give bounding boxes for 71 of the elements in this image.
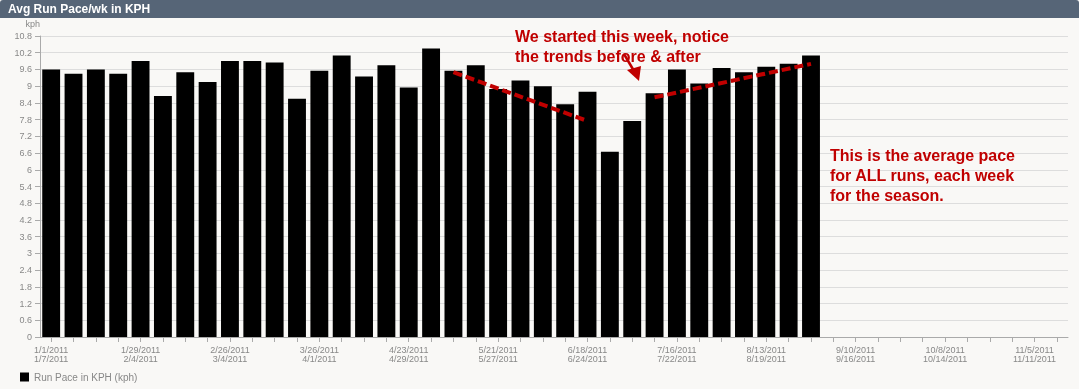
x-tick-label: 2/26/2011 3/4/2011: [210, 344, 250, 364]
y-tick-label: 0.6: [19, 315, 32, 326]
chart-title: Avg Run Pace/wk in KPH: [0, 0, 1079, 18]
y-tick-label: 1.2: [19, 298, 32, 309]
y-axis-title: kph: [25, 18, 40, 29]
bar: [399, 87, 418, 337]
bar: [779, 63, 798, 337]
bar: [131, 61, 150, 337]
bar: [578, 91, 597, 337]
x-tick-label: 6/18/2011 6/24/2011: [567, 344, 608, 364]
x-tick-label: 4/23/2011 4/29/2011: [389, 344, 429, 364]
bar: [265, 62, 284, 337]
bar: [802, 55, 820, 337]
bar: [489, 88, 508, 337]
y-tick-label: 2.4: [19, 265, 32, 276]
bar: [221, 61, 239, 337]
bar: [86, 69, 105, 337]
x-tick-label: 1/1/2011 1/7/2011: [33, 344, 69, 364]
y-tick-label: 3: [26, 248, 32, 259]
y-tick-label: 4.2: [19, 214, 32, 225]
x-tick-label: 5/21/2011 5/27/2011: [478, 344, 518, 364]
x-tick-label: 8/13/2011 8/19/2011: [746, 344, 786, 364]
y-tick-label: 1.8: [19, 281, 32, 292]
bar: [243, 61, 262, 337]
bar: [623, 121, 642, 337]
y-tick-label: 7.2: [19, 131, 32, 142]
bar: [757, 66, 776, 337]
y-tick-label: 10.8: [14, 31, 32, 41]
bar: [332, 55, 351, 337]
bar: [355, 76, 373, 337]
bar: [422, 48, 441, 337]
x-tick-label: 7/16/2011 7/22/2011: [657, 344, 697, 364]
bar: [444, 70, 463, 337]
bar: [645, 93, 664, 337]
bar: [109, 73, 128, 337]
bar: [153, 95, 172, 337]
y-tick-label: 3.6: [19, 231, 32, 242]
y-tick-label: 4.8: [19, 198, 32, 209]
x-tick-label: 1/29/2011 2/4/2011: [120, 344, 161, 364]
bar: [42, 69, 61, 337]
x-tick-label: 10/8/2011 10/14/2011: [922, 344, 968, 364]
y-tick-label: 6.6: [19, 148, 32, 159]
bar: [466, 65, 485, 337]
bar: [556, 104, 575, 337]
y-tick-label: 10.2: [14, 47, 32, 58]
x-tick-label: 11/5/2011 11/11/2011: [1012, 344, 1056, 364]
bar: [712, 68, 731, 337]
bar: [600, 151, 619, 337]
bar: [198, 81, 217, 337]
annotation: We started this week, notice the trends before & after: [515, 27, 734, 65]
bar: [533, 86, 552, 337]
annotation: This is the average pace for ALL runs, each week for the season.: [830, 146, 1020, 204]
bar: [690, 83, 709, 337]
y-tick-label: 8.4: [19, 97, 32, 108]
y-tick-label: 5.4: [19, 181, 32, 192]
bar: [511, 80, 530, 337]
y-tick-label: 9.6: [19, 64, 32, 75]
bar: [667, 69, 686, 337]
legend-label: Run Pace in KPH (kph): [34, 371, 138, 383]
y-tick-label: 7.8: [19, 114, 32, 125]
bar: [64, 73, 83, 337]
bar: [377, 65, 396, 337]
y-tick-label: 0: [26, 332, 32, 342]
y-tick-label: 6: [26, 164, 32, 175]
y-tick-label: 9: [26, 81, 32, 92]
x-tick-label: 3/26/2011 4/1/2011: [299, 344, 340, 364]
bar: [176, 72, 195, 337]
bar: [735, 72, 753, 337]
bar: [288, 98, 306, 337]
bar: [310, 70, 329, 337]
x-tick-label: 9/10/2011 9/16/2011: [836, 344, 876, 364]
